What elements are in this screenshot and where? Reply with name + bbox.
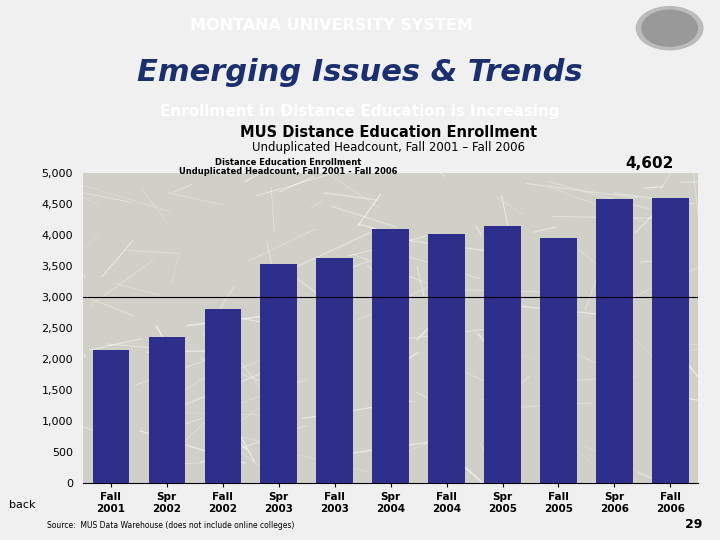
- Bar: [596, 199, 633, 483]
- Text: Unduplicated Headcount, Fall 2001 - Fall 2006: Unduplicated Headcount, Fall 2001 - Fall…: [179, 166, 397, 176]
- Circle shape: [642, 10, 698, 46]
- Bar: [261, 264, 297, 483]
- Bar: [148, 338, 185, 483]
- Text: 4,602: 4,602: [625, 156, 673, 171]
- Text: Unduplicated Headcount, Fall 2001 – Fall 2006: Unduplicated Headcount, Fall 2001 – Fall…: [252, 141, 526, 154]
- Bar: [93, 350, 129, 483]
- Text: Distance Education Enrollment: Distance Education Enrollment: [215, 158, 361, 167]
- Bar: [428, 234, 464, 483]
- Text: MONTANA UNIVERSITY SYSTEM: MONTANA UNIVERSITY SYSTEM: [190, 18, 472, 32]
- Text: Source:  MUS Data Warehouse (does not include online colleges): Source: MUS Data Warehouse (does not inc…: [47, 521, 294, 530]
- Bar: [204, 309, 241, 483]
- Bar: [652, 198, 688, 483]
- Text: Emerging Issues & Trends: Emerging Issues & Trends: [138, 58, 582, 87]
- Bar: [317, 259, 353, 483]
- Text: Enrollment in Distance Education is Increasing: Enrollment in Distance Education is Incr…: [160, 104, 560, 119]
- Text: MUS Distance Education Enrollment: MUS Distance Education Enrollment: [240, 125, 537, 140]
- Bar: [372, 229, 409, 483]
- Circle shape: [636, 6, 703, 50]
- Bar: [540, 238, 577, 483]
- Text: 29: 29: [685, 518, 702, 531]
- Text: back: back: [9, 500, 35, 510]
- Bar: [485, 226, 521, 483]
